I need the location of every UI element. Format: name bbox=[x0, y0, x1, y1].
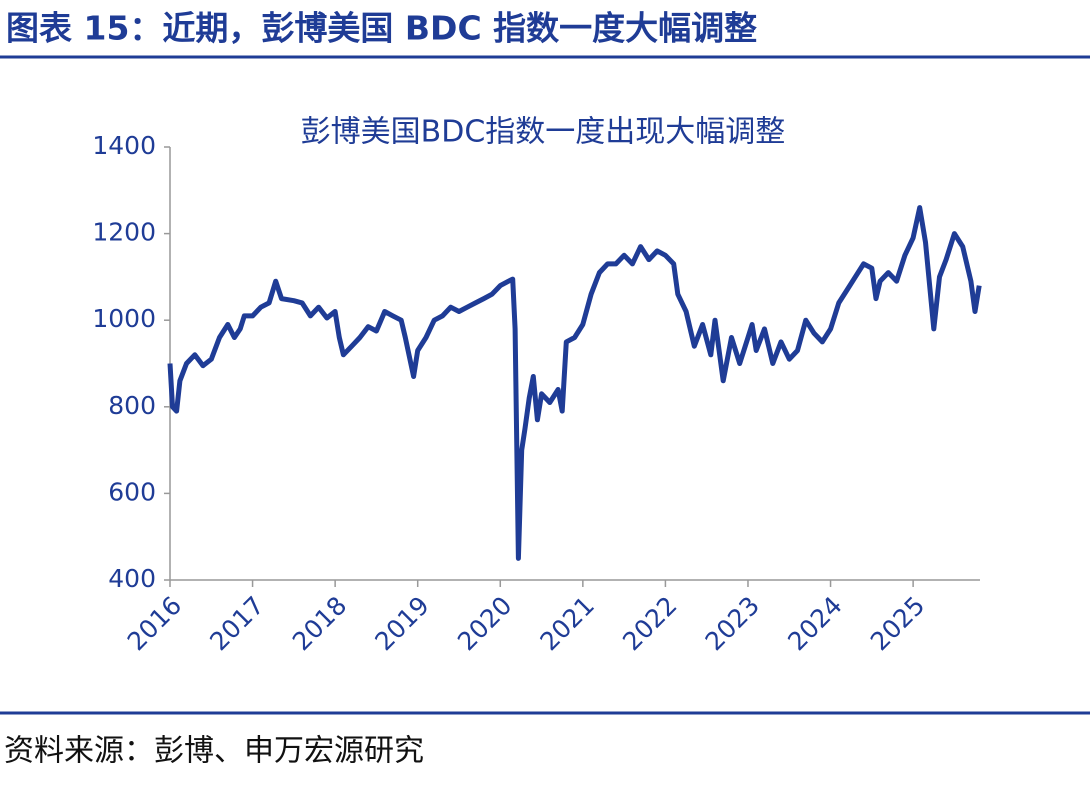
y-tick-label: 600 bbox=[108, 477, 156, 506]
y-tick-label: 800 bbox=[108, 391, 156, 420]
x-tick-label: 2024 bbox=[782, 591, 847, 656]
y-tick-label: 400 bbox=[108, 564, 156, 593]
index-line bbox=[167, 205, 982, 561]
figure-title: 图表 15：近期，彭博美国 BDC 指数一度大幅调整 bbox=[6, 9, 757, 48]
x-tick-label: 2016 bbox=[122, 591, 187, 656]
x-tick-label: 2023 bbox=[700, 591, 765, 656]
x-tick-label: 2017 bbox=[204, 591, 269, 656]
x-tick-label: 2025 bbox=[865, 591, 930, 656]
x-tick-label: 2022 bbox=[617, 591, 682, 656]
y-tick-label: 1000 bbox=[92, 304, 156, 333]
x-tick-label: 2018 bbox=[287, 591, 352, 656]
x-tick-label: 2020 bbox=[452, 591, 517, 656]
chart-title: 彭博美国BDC指数一度出现大幅调整 bbox=[301, 115, 786, 150]
source: 资料来源：彭博、申万宏源研究 bbox=[4, 734, 424, 769]
y-tick-label: 1200 bbox=[92, 218, 156, 247]
x-tick-label: 2021 bbox=[535, 591, 600, 656]
y-tick-label: 1400 bbox=[92, 131, 156, 160]
x-tick-label: 2019 bbox=[369, 591, 434, 656]
